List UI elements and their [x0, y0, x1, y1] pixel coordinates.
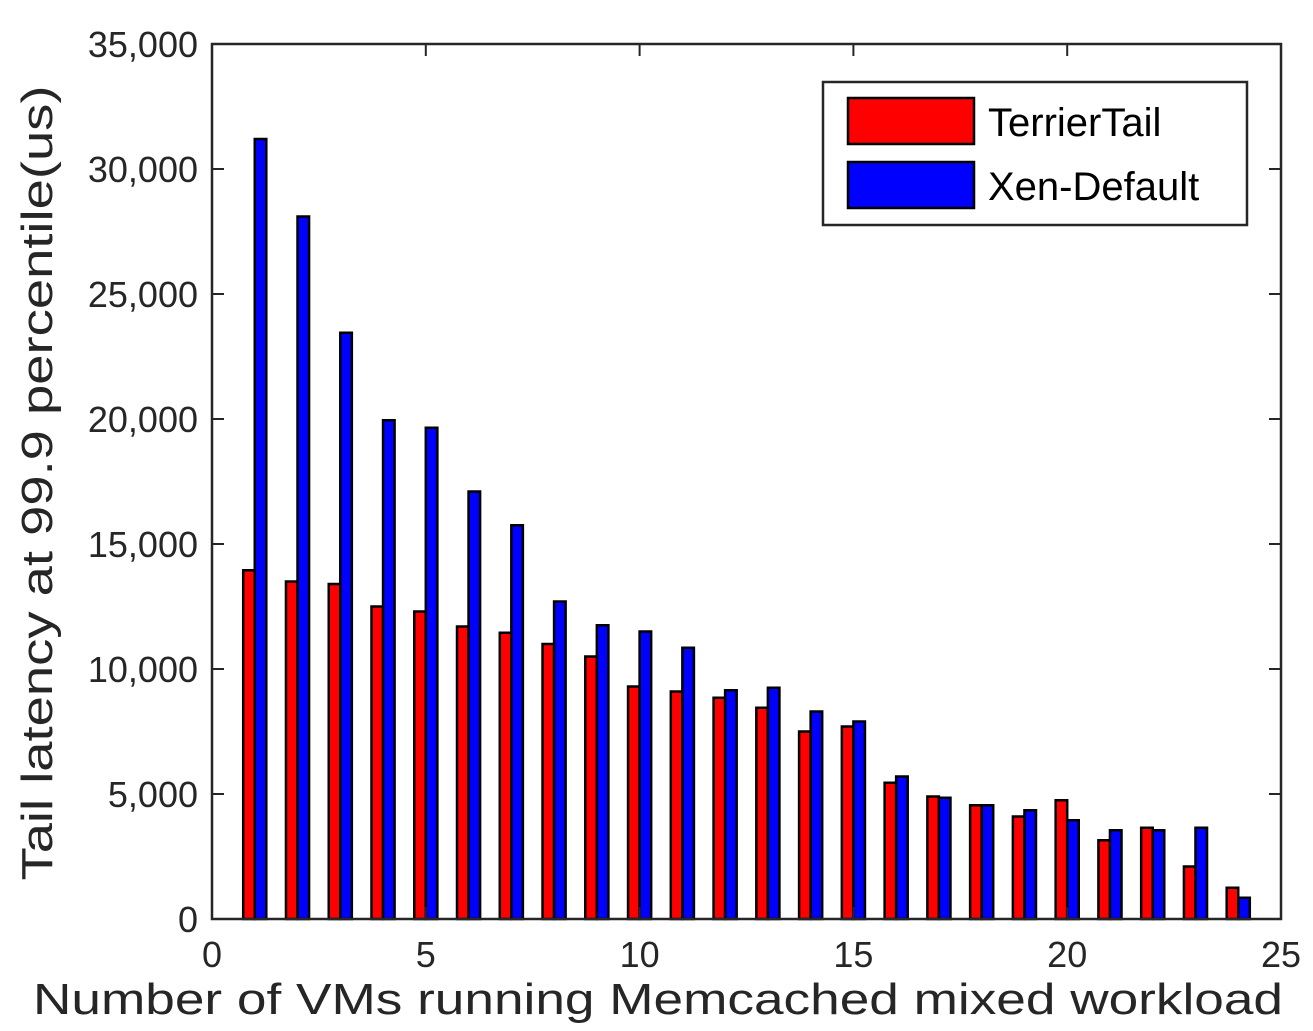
- bar-terriertail-16: [883, 781, 898, 921]
- bar-terriertail-3: [327, 582, 342, 921]
- bar-terriertail-21: [1097, 839, 1112, 921]
- x-tick-label: 15: [833, 934, 873, 975]
- bar-xen-default-1: [253, 137, 268, 921]
- bar-xen-default-18: [980, 804, 995, 921]
- legend-label-xen-default: Xen-Default: [988, 165, 1199, 209]
- bar-xen-default-13: [766, 686, 781, 921]
- bar-xen-default-6: [467, 490, 482, 921]
- x-tick-label: 0: [202, 934, 222, 975]
- bar-terriertail-10: [626, 685, 641, 921]
- bar-xen-default-17: [937, 796, 952, 921]
- bar-terriertail-13: [755, 706, 770, 921]
- bar-xen-default-19: [1023, 809, 1038, 921]
- bar-terriertail-23: [1182, 865, 1197, 921]
- y-tick-label: 20,000: [88, 399, 198, 440]
- bar-xen-default-23: [1194, 826, 1209, 921]
- y-tick-label: 35,000: [88, 24, 198, 65]
- bar-xen-default-5: [424, 426, 439, 921]
- bar-xen-default-8: [552, 600, 567, 921]
- bar-terriertail-20: [1054, 799, 1069, 921]
- y-tick-label: 10,000: [88, 649, 198, 690]
- bar-xen-default-14: [809, 710, 824, 921]
- x-tick-label: 10: [620, 934, 660, 975]
- legend-swatch-terriertail: [846, 96, 976, 146]
- bar-xen-default-15: [852, 720, 867, 921]
- legend: TerrierTail Xen-Default: [821, 80, 1249, 227]
- bar-xen-default-21: [1108, 829, 1123, 921]
- y-tick-label: 30,000: [88, 149, 198, 190]
- bar-terriertail-22: [1139, 826, 1154, 921]
- y-tick-label: 15,000: [88, 524, 198, 565]
- x-tick-label: 5: [416, 934, 436, 975]
- y-axis-title: Tail latency at 99.9 percentile(us): [13, 86, 62, 881]
- bar-xen-default-4: [381, 419, 396, 921]
- bar-xen-default-10: [638, 630, 653, 921]
- bar-terriertail-5: [413, 610, 428, 921]
- bar-xen-default-9: [595, 624, 610, 921]
- bar-terriertail-18: [968, 804, 983, 921]
- y-tick-label: 0: [178, 899, 198, 940]
- ticks-layer: 0 5 10 15 20 25 0 5,000 10,000 15,000 20,000 25,000…: [88, 24, 1301, 975]
- bar-terriertail-24: [1225, 886, 1240, 921]
- bar-terriertail-1: [241, 569, 257, 921]
- bar-terriertail-8: [541, 642, 556, 921]
- bar-terriertail-6: [455, 625, 470, 921]
- y-tick-label: 25,000: [88, 274, 198, 315]
- bar-xen-default-7: [510, 524, 525, 921]
- bar-terriertail-12: [712, 696, 727, 921]
- bar-terriertail-2: [284, 580, 299, 921]
- bar-terriertail-17: [926, 795, 941, 921]
- bar-xen-default-22: [1151, 829, 1166, 921]
- bar-terriertail-11: [669, 690, 684, 921]
- y-tick-label: 5,000: [108, 774, 198, 815]
- bar-xen-default-20: [1065, 819, 1080, 921]
- bar-xen-default-12: [723, 689, 738, 921]
- bar-terriertail-4: [370, 605, 385, 921]
- bar-xen-default-3: [339, 331, 354, 921]
- bar-xen-default-16: [894, 775, 909, 921]
- bar-terriertail-15: [840, 725, 855, 921]
- bar-xen-default-11: [681, 646, 696, 921]
- bar-terriertail-14: [797, 730, 812, 921]
- legend-label-terriertail: TerrierTail: [988, 101, 1161, 145]
- legend-swatch-xen-default: [846, 160, 976, 210]
- x-axis-title: Number of VMs running Memcached mixed wo…: [33, 975, 1283, 1024]
- bar-terriertail-9: [584, 655, 599, 921]
- plot-frame: [210, 42, 1283, 921]
- x-tick-label: 25: [1261, 934, 1301, 975]
- bars-layer: [241, 137, 1252, 921]
- x-tick-label: 20: [1047, 934, 1087, 975]
- bar-terriertail-19: [1011, 815, 1026, 921]
- bar-terriertail-7: [498, 631, 513, 921]
- bar-xen-default-24: [1236, 896, 1252, 921]
- bar-xen-default-2: [296, 215, 311, 921]
